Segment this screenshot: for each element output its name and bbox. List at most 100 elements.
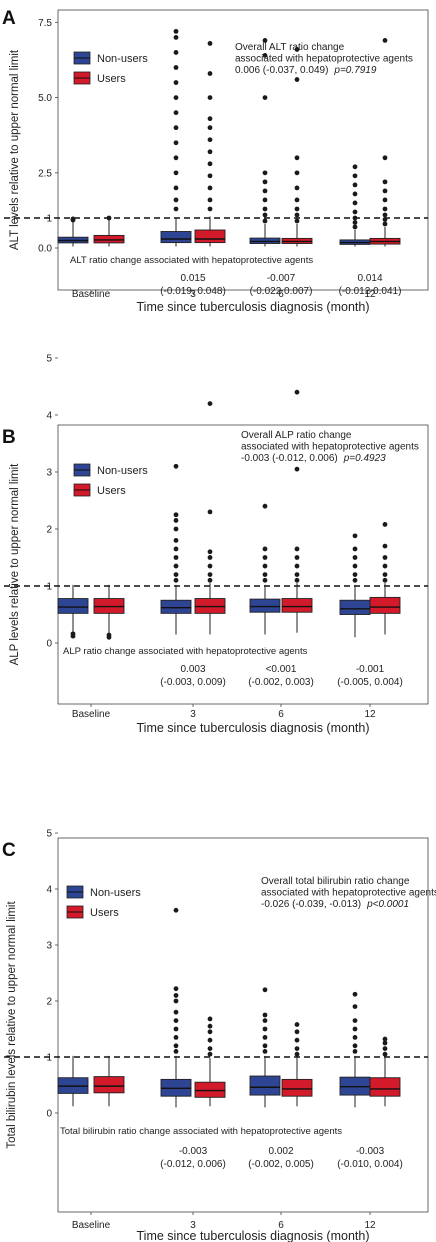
box-body: [160, 231, 192, 244]
box-body: [194, 1081, 226, 1098]
outlier-point: [207, 161, 213, 167]
box-body: [160, 599, 192, 614]
outlier-point: [262, 1035, 268, 1040]
outlier-point: [352, 991, 358, 997]
outlier-point: [294, 389, 300, 395]
y-tick-label: 7.5: [38, 18, 52, 29]
outlier-point: [352, 533, 358, 539]
outlier-point: [352, 1035, 358, 1040]
box-users-12: [369, 522, 401, 635]
y-tick-label: 2: [46, 525, 52, 536]
outlier-point: [382, 212, 388, 218]
box-non-users-6: [249, 38, 281, 247]
box-users-baseline: [93, 1055, 125, 1107]
estimate-value: 0.002: [268, 1146, 293, 1157]
outlier-point: [382, 522, 388, 527]
y-tick-label: 1: [46, 1053, 52, 1064]
box-users-baseline: [93, 584, 125, 640]
outlier-point: [294, 563, 300, 569]
box-body: [249, 598, 281, 613]
overall-p-value: p<0.0001: [366, 899, 409, 910]
outlier-point: [173, 546, 179, 552]
outlier-point: [173, 1049, 179, 1054]
box-users-6: [281, 47, 313, 247]
outlier-point: [173, 563, 179, 569]
estimate-ci: (-0.005, 0.004): [337, 677, 403, 688]
y-tick-label: 2.5: [38, 168, 52, 179]
outlier-point: [262, 212, 268, 218]
outlier-point: [173, 140, 179, 146]
outlier-point: [294, 546, 300, 552]
box-body: [93, 234, 125, 244]
plot-frame: [57, 9, 429, 291]
outlier-point: [262, 218, 268, 224]
outlier-point: [173, 463, 179, 469]
outlier-point: [173, 35, 179, 40]
box-non-users-baseline: [57, 216, 89, 247]
estimate-value: 0.014: [357, 273, 382, 284]
y-tick-label: 4: [46, 411, 52, 422]
outlier-point: [207, 1037, 213, 1043]
y-axis-label: ALP levels relative to upper normal limi…: [9, 463, 21, 666]
outlier-point: [173, 28, 179, 34]
outlier-point: [207, 41, 213, 46]
x-tick-label: 3: [190, 709, 196, 720]
overall-p-value: p=0.7919: [333, 65, 376, 76]
outlier-point: [207, 149, 213, 155]
box-non-users-6: [249, 503, 281, 635]
outlier-point: [173, 518, 179, 523]
estimate-ci: (-0.010, 0.004): [337, 1159, 403, 1170]
outlier-point: [352, 1049, 358, 1054]
outlier-point: [173, 538, 179, 543]
box-users-12: [369, 38, 401, 247]
outlier-point: [207, 577, 213, 583]
outlier-point: [173, 577, 179, 583]
box-non-users-6: [249, 987, 281, 1108]
outlier-point: [352, 173, 358, 179]
outlier-point: [294, 197, 300, 203]
outlier-point: [207, 509, 213, 515]
outlier-point: [294, 1022, 300, 1027]
x-tick-label: 3: [190, 1220, 196, 1231]
outlier-point: [262, 188, 268, 194]
outlier-point: [173, 155, 179, 161]
outlier-point: [352, 577, 358, 583]
box-non-users-12: [339, 164, 371, 247]
outlier-point: [262, 1049, 268, 1054]
outlier-point: [382, 197, 388, 203]
outlier-point: [262, 197, 268, 203]
outlier-point: [262, 555, 268, 560]
outlier-point: [352, 215, 358, 221]
outlier-point: [173, 907, 179, 913]
x-tick-label: Baseline: [72, 709, 111, 720]
outlier-point: [352, 191, 358, 197]
outlier-point: [352, 200, 358, 206]
outlier-point: [352, 1043, 358, 1049]
estimate-ci: (-0.002, 0.005): [248, 1159, 314, 1170]
legend: Non-users Users: [73, 463, 148, 497]
box-body: [93, 1076, 125, 1094]
y-tick-label: 0: [46, 1109, 52, 1120]
outlier-point: [262, 1043, 268, 1049]
outlier-point: [106, 215, 112, 221]
x-tick-label: 12: [364, 709, 376, 720]
outlier-point: [352, 220, 358, 225]
estimate-ci: (-0.019, 0.048): [160, 286, 226, 297]
box-non-users-12: [339, 991, 371, 1108]
outlier-point: [382, 563, 388, 569]
outlier-point: [382, 221, 388, 227]
y-tick-label: 5: [46, 829, 52, 840]
outlier-point: [294, 1029, 300, 1035]
legend-label-users: Users: [97, 73, 126, 85]
y-tick-label: 2: [46, 997, 52, 1008]
x-tick-label: 6: [278, 289, 284, 300]
outlier-point: [352, 555, 358, 560]
outlier-point: [173, 1009, 179, 1015]
box-body: [281, 1078, 313, 1097]
box-non-users-3: [160, 463, 192, 635]
overall-change-line: Overall total bilirubin ratio change: [261, 876, 410, 887]
outlier-point: [173, 65, 179, 70]
